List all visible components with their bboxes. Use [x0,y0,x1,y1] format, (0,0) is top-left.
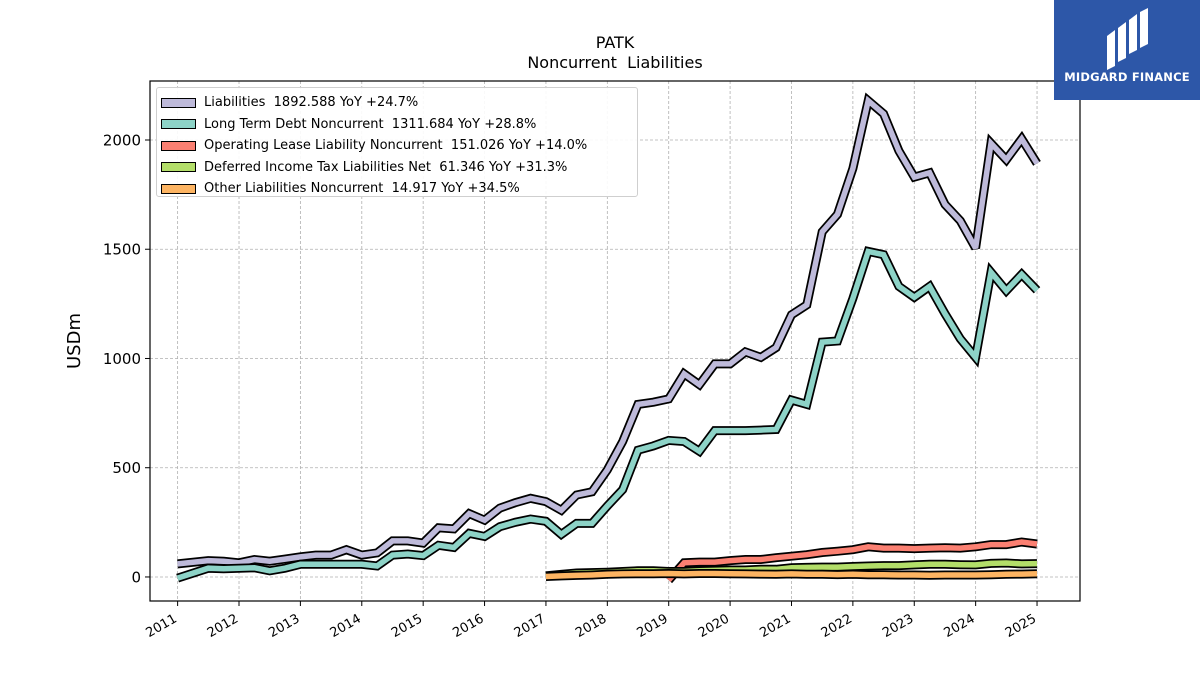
legend-label: Other Liabilities Noncurrent 14.917 YoY … [204,181,520,197]
series-line-outline [176,246,1041,583]
x-tick-label: 2020 [696,611,732,641]
x-axis: 2011 2012 2013 2014 2015 2016 2017 2018 2019 2020… [143,601,1039,641]
legend-item-deferred-tax: Deferred Income Tax Liabilities Net 61.3… [157,157,637,179]
x-tick-label: 2011 [143,611,179,641]
brand-name: MIDGARD FINANCE [1064,70,1190,84]
legend-swatch [161,97,196,108]
legend-item-operating-lease: Operating Lease Liability Noncurrent 151… [157,135,637,157]
x-tick-label: 2019 [635,611,671,641]
chart-title: PATK [596,33,635,52]
x-tick-label: 2023 [880,611,916,641]
x-tick-label: 2018 [573,611,609,641]
y-tick-label: 0 [131,568,141,586]
x-tick-label: 2024 [941,611,977,641]
legend-swatch [161,162,196,173]
x-tick-label: 2015 [389,611,425,641]
legend-swatch [161,119,196,130]
x-tick-label: 2017 [512,611,548,641]
legend-swatch [161,183,196,194]
legend-label: Operating Lease Liability Noncurrent 151… [204,138,588,154]
plot-frame [149,80,1081,602]
x-tick-label: 2022 [819,611,855,641]
y-axis-label: USDm [64,313,85,369]
legend-item-long-term-debt: Long Term Debt Noncurrent 1311.684 YoY +… [157,114,637,136]
x-tick-label: 2013 [266,611,302,641]
y-tick-label: 1500 [103,241,141,259]
x-tick-label: 2014 [328,611,364,641]
brand-mark-icon [1107,8,1148,70]
y-tick-label: 2000 [103,131,141,149]
x-tick-label: 2016 [450,611,486,641]
x-tick-label: 2021 [757,611,793,641]
series-layer [176,92,1041,584]
y-tick-label: 500 [112,459,141,477]
legend-swatch [161,140,196,151]
brand-logo: MIDGARD FINANCE [1054,0,1200,100]
chart-subtitle: Noncurrent Liabilities [527,53,702,72]
legend-label: Long Term Debt Noncurrent 1311.684 YoY +… [204,116,537,132]
series-line [666,539,1038,583]
legend-label: Deferred Income Tax Liabilities Net 61.3… [204,159,568,175]
legend-label: Liabilities 1892.588 YoY +24.7% [204,95,419,111]
legend-item-liabilities: Liabilities 1892.588 YoY +24.7% [157,92,637,114]
x-tick-label: 2012 [205,611,241,641]
legend: Liabilities 1892.588 YoY +24.7% Long Ter… [156,87,638,197]
y-axis: 0 500 1000 1500 2000 [103,131,150,586]
y-tick-label: 1000 [103,350,141,368]
series-line [545,570,1038,580]
x-tick-label: 2025 [1003,611,1039,641]
legend-item-other-liabilities: Other Liabilities Noncurrent 14.917 YoY … [157,178,637,200]
series-line [176,248,1039,581]
series-line [177,95,1040,567]
